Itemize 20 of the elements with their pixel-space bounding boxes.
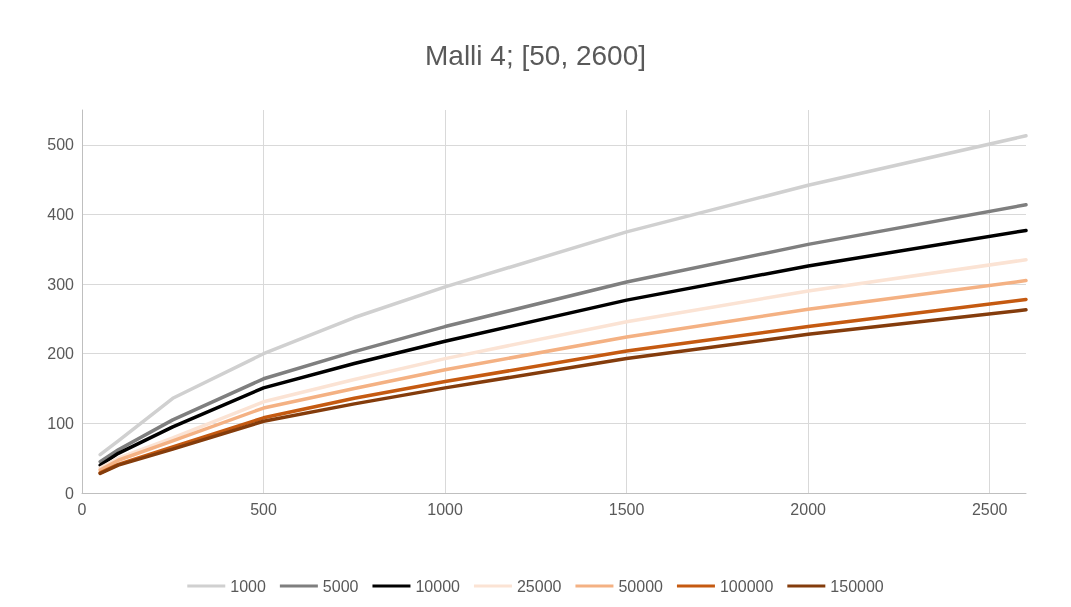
y-tick-label: 100 — [47, 414, 75, 432]
legend-label: 100000 — [719, 577, 774, 595]
legend-label: 25000 — [516, 577, 562, 595]
y-tick-label: 300 — [47, 275, 75, 293]
legend-label: 5000 — [322, 577, 359, 595]
y-tick-label: 500 — [47, 136, 75, 154]
x-tick-label: 1000 — [427, 500, 463, 518]
legend-label: 50000 — [618, 577, 664, 595]
x-tick-label: 500 — [250, 500, 277, 518]
chart-title: Malli 4; [50, 2600] — [424, 39, 647, 71]
x-tick-label: 2500 — [971, 500, 1008, 518]
legend-label: 150000 — [830, 577, 884, 595]
x-tick-label: 0 — [77, 500, 87, 518]
y-tick-label: 200 — [47, 345, 75, 363]
x-tick-label: 1500 — [608, 500, 645, 518]
legend-label: 1000 — [230, 577, 266, 595]
y-tick-label: 0 — [65, 484, 75, 502]
y-tick-label: 400 — [47, 205, 75, 223]
x-tick-label: 2000 — [790, 500, 827, 518]
legend-label: 10000 — [415, 577, 461, 595]
